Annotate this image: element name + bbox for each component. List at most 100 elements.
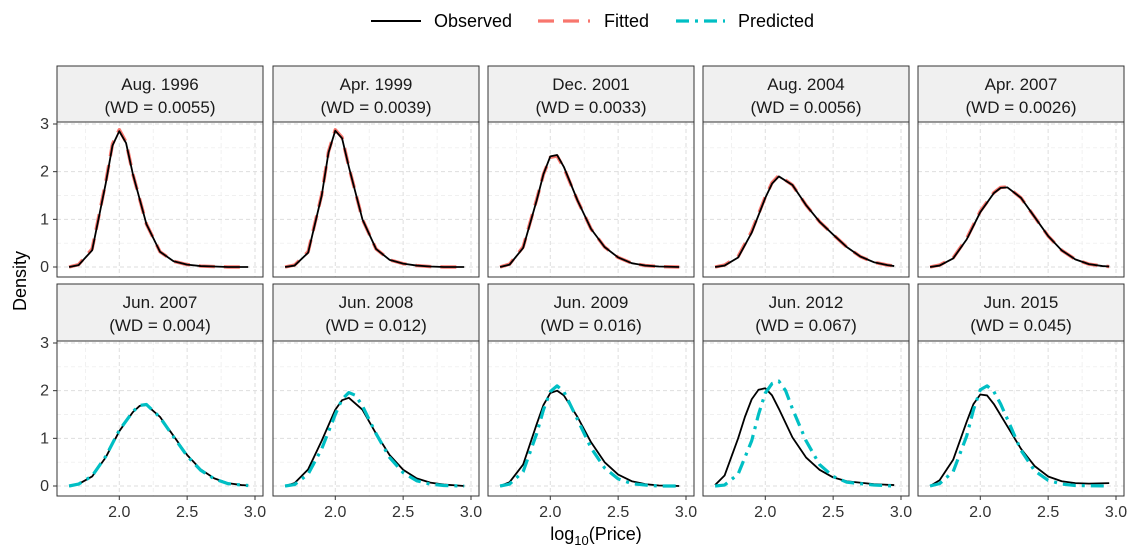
- panel-wd-label: (WD = 0.004): [109, 316, 211, 335]
- x-tick-label: 3.0: [244, 504, 266, 521]
- panel-strip: [702, 65, 910, 123]
- panel-title: Aug. 2004: [767, 75, 845, 94]
- panel-border: [487, 121, 695, 278]
- panel-border: [56, 121, 264, 278]
- panel-strip: [487, 65, 695, 123]
- panel-wd-label: (WD = 0.0039): [320, 98, 431, 117]
- x-axis-title-subscript: 10: [574, 533, 588, 546]
- observed-curve: [929, 393, 1110, 487]
- panel-strip: [272, 65, 480, 123]
- panel-10: Jun. 2015 (WD = 0.045) 2.0 2.5 3.0: [917, 283, 1127, 521]
- panel-9: Jun. 2012 (WD = 0.067) 2.0 2.5 3.0: [702, 283, 912, 521]
- observed-curve: [714, 387, 895, 486]
- predicted-curve: [68, 402, 249, 488]
- x-tick-label: 2.0: [754, 504, 776, 521]
- legend-label-fitted: Fitted: [604, 11, 649, 31]
- panel-strip: [56, 65, 264, 123]
- x-tick-label: 2.5: [392, 504, 414, 521]
- panel-title: Apr. 1999: [340, 75, 413, 94]
- x-tick-label: 2.0: [108, 504, 130, 521]
- x-axis-title-rest: (Price): [589, 524, 642, 544]
- panel-strip: [917, 65, 1125, 123]
- predicted-curve: [284, 390, 465, 488]
- panel-background: [57, 341, 263, 496]
- panel-8: Jun. 2009 (WD = 0.016) 2.0 2.5 3.0: [487, 283, 697, 521]
- panel-2: Apr. 1999 (WD = 0.0039): [272, 65, 480, 278]
- panel-title: Jun. 2015: [984, 293, 1059, 312]
- y-tick-label: 1: [40, 211, 49, 228]
- legend: Observed Fitted Predicted: [371, 11, 814, 31]
- panel-background: [703, 341, 909, 496]
- panel-strip: [702, 283, 910, 342]
- panel-border: [917, 121, 1125, 278]
- x-axis-title: log10(Price): [550, 524, 642, 546]
- observed-curve: [714, 175, 895, 268]
- panel-background: [273, 122, 479, 277]
- x-tick-label: 3.0: [460, 504, 482, 521]
- x-tick-label: 2.5: [607, 504, 629, 521]
- x-tick-label: 3.0: [890, 504, 912, 521]
- panel-gridlines: [918, 122, 1124, 277]
- x-tick-label: 2.0: [324, 504, 346, 521]
- panel-wd-label: (WD = 0.016): [540, 316, 642, 335]
- panel-strip: [56, 283, 264, 342]
- x-tick-label: 2.0: [539, 504, 561, 521]
- panel-strip: [272, 283, 480, 342]
- panel-background: [918, 341, 1124, 496]
- panel-border: [702, 340, 910, 497]
- panel-wd-label: (WD = 0.067): [755, 316, 857, 335]
- panel-6: Jun. 2007 (WD = 0.004) 0 1 2 3 2.0 2.5 3.0: [40, 283, 266, 521]
- x-tick-label: 2.5: [176, 504, 198, 521]
- legend-label-observed: Observed: [434, 11, 512, 31]
- predicted-curve: [499, 384, 680, 488]
- x-tick-label: 3.0: [1105, 504, 1127, 521]
- panel-border: [272, 121, 480, 278]
- panel-wd-label: (WD = 0.0055): [104, 98, 215, 117]
- x-tick-label: 2.5: [1037, 504, 1059, 521]
- y-tick-label: 2: [40, 164, 49, 181]
- panel-title: Jun. 2012: [769, 293, 844, 312]
- legend-label-predicted: Predicted: [738, 11, 814, 31]
- y-tick-label: 0: [40, 259, 49, 276]
- panel-border: [702, 121, 910, 278]
- observed-curve: [68, 130, 249, 268]
- predicted-curve: [929, 384, 1110, 488]
- x-tick-label: 3.0: [675, 504, 697, 521]
- panel-title: Dec. 2001: [552, 75, 630, 94]
- panel-border: [487, 340, 695, 497]
- panel-strip: [487, 283, 695, 342]
- panel-title: Aug. 1996: [121, 75, 199, 94]
- panel-1: Aug. 1996 (WD = 0.0055) 0 1 2 3: [40, 65, 264, 278]
- panel-gridlines: [57, 341, 263, 496]
- y-axis-title: Density: [10, 251, 30, 311]
- panel-border: [917, 340, 1125, 497]
- x-axis-title-main: log: [550, 524, 574, 544]
- panel-border: [56, 340, 264, 497]
- panel-background: [703, 122, 909, 277]
- panel-wd-label: (WD = 0.012): [325, 316, 427, 335]
- panel-title: Jun. 2009: [554, 293, 629, 312]
- panel-title: Apr. 2007: [985, 75, 1058, 94]
- observed-curve: [499, 154, 680, 268]
- x-tick-label: 2.0: [969, 504, 991, 521]
- panel-wd-label: (WD = 0.0056): [750, 98, 861, 117]
- panel-wd-label: (WD = 0.045): [970, 316, 1072, 335]
- panel-4: Aug. 2004 (WD = 0.0056): [702, 65, 910, 278]
- observed-curve: [284, 129, 465, 268]
- panel-3: Dec. 2001 (WD = 0.0033): [487, 65, 695, 278]
- panel-background: [488, 341, 694, 496]
- y-tick-label: 3: [40, 116, 49, 133]
- y-tick-label: 1: [40, 430, 49, 447]
- y-tick-label: 0: [40, 478, 49, 495]
- observed-curve: [929, 186, 1110, 268]
- x-tick-label: 2.5: [822, 504, 844, 521]
- panel-title: Jun. 2008: [339, 293, 414, 312]
- y-tick-label: 2: [40, 383, 49, 400]
- panel-7: Jun. 2008 (WD = 0.012) 2.0 2.5 3.0: [272, 283, 482, 521]
- panel-title: Jun. 2007: [123, 293, 198, 312]
- y-tick-label: 3: [40, 335, 49, 352]
- panel-wd-label: (WD = 0.0033): [535, 98, 646, 117]
- panel-wd-label: (WD = 0.0026): [965, 98, 1076, 117]
- panel-border: [272, 340, 480, 497]
